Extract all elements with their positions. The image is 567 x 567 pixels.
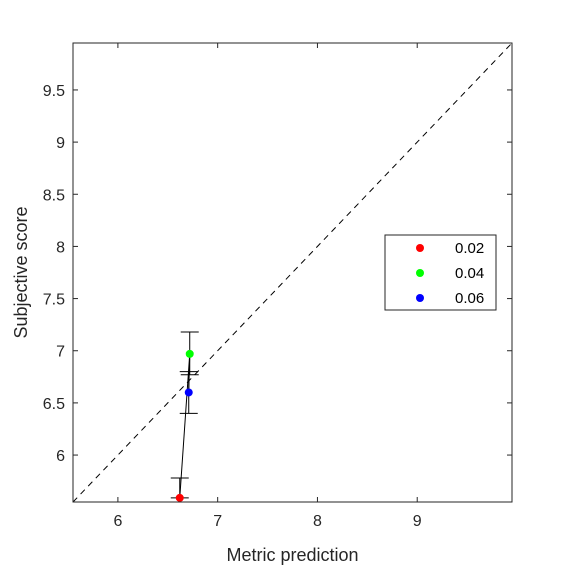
y-tick-label: 6 <box>56 448 65 465</box>
legend: 0.02 0.04 0.06 <box>384 234 497 311</box>
legend-label: 0.06 <box>455 290 484 307</box>
y-tick-label: 9 <box>56 135 65 152</box>
data-marks <box>170 331 199 502</box>
legend-label: 0.04 <box>455 265 484 282</box>
data-point <box>175 493 184 502</box>
axis-ticks: 6 7 8 9 6 6.5 7 7.5 8 8.5 9 9.5 <box>43 43 512 530</box>
legend-box <box>384 234 497 311</box>
y-tick-label: 6.5 <box>43 396 65 413</box>
y-tick-label: 8.5 <box>43 187 65 204</box>
y-axis-label: Subjective score <box>11 206 31 338</box>
data-point <box>184 388 193 397</box>
x-tick-label: 9 <box>413 513 422 530</box>
x-tick-label: 6 <box>113 513 122 530</box>
legend-label: 0.02 <box>455 240 484 257</box>
x-tick-label: 8 <box>313 513 322 530</box>
legend-marker <box>416 244 424 252</box>
plot-frame <box>72 42 513 503</box>
y-tick-label: 7.5 <box>43 292 65 309</box>
legend-marker <box>416 294 424 302</box>
x-tick-label: 7 <box>213 513 222 530</box>
y-tick-label: 8 <box>56 239 65 256</box>
data-point <box>185 349 194 358</box>
y-tick-label: 7 <box>56 344 65 361</box>
y-tick-label: 9.5 <box>43 83 65 100</box>
x-axis-label: Metric prediction <box>226 545 358 565</box>
legend-marker <box>416 269 424 277</box>
reference-diagonal-line <box>72 42 513 503</box>
